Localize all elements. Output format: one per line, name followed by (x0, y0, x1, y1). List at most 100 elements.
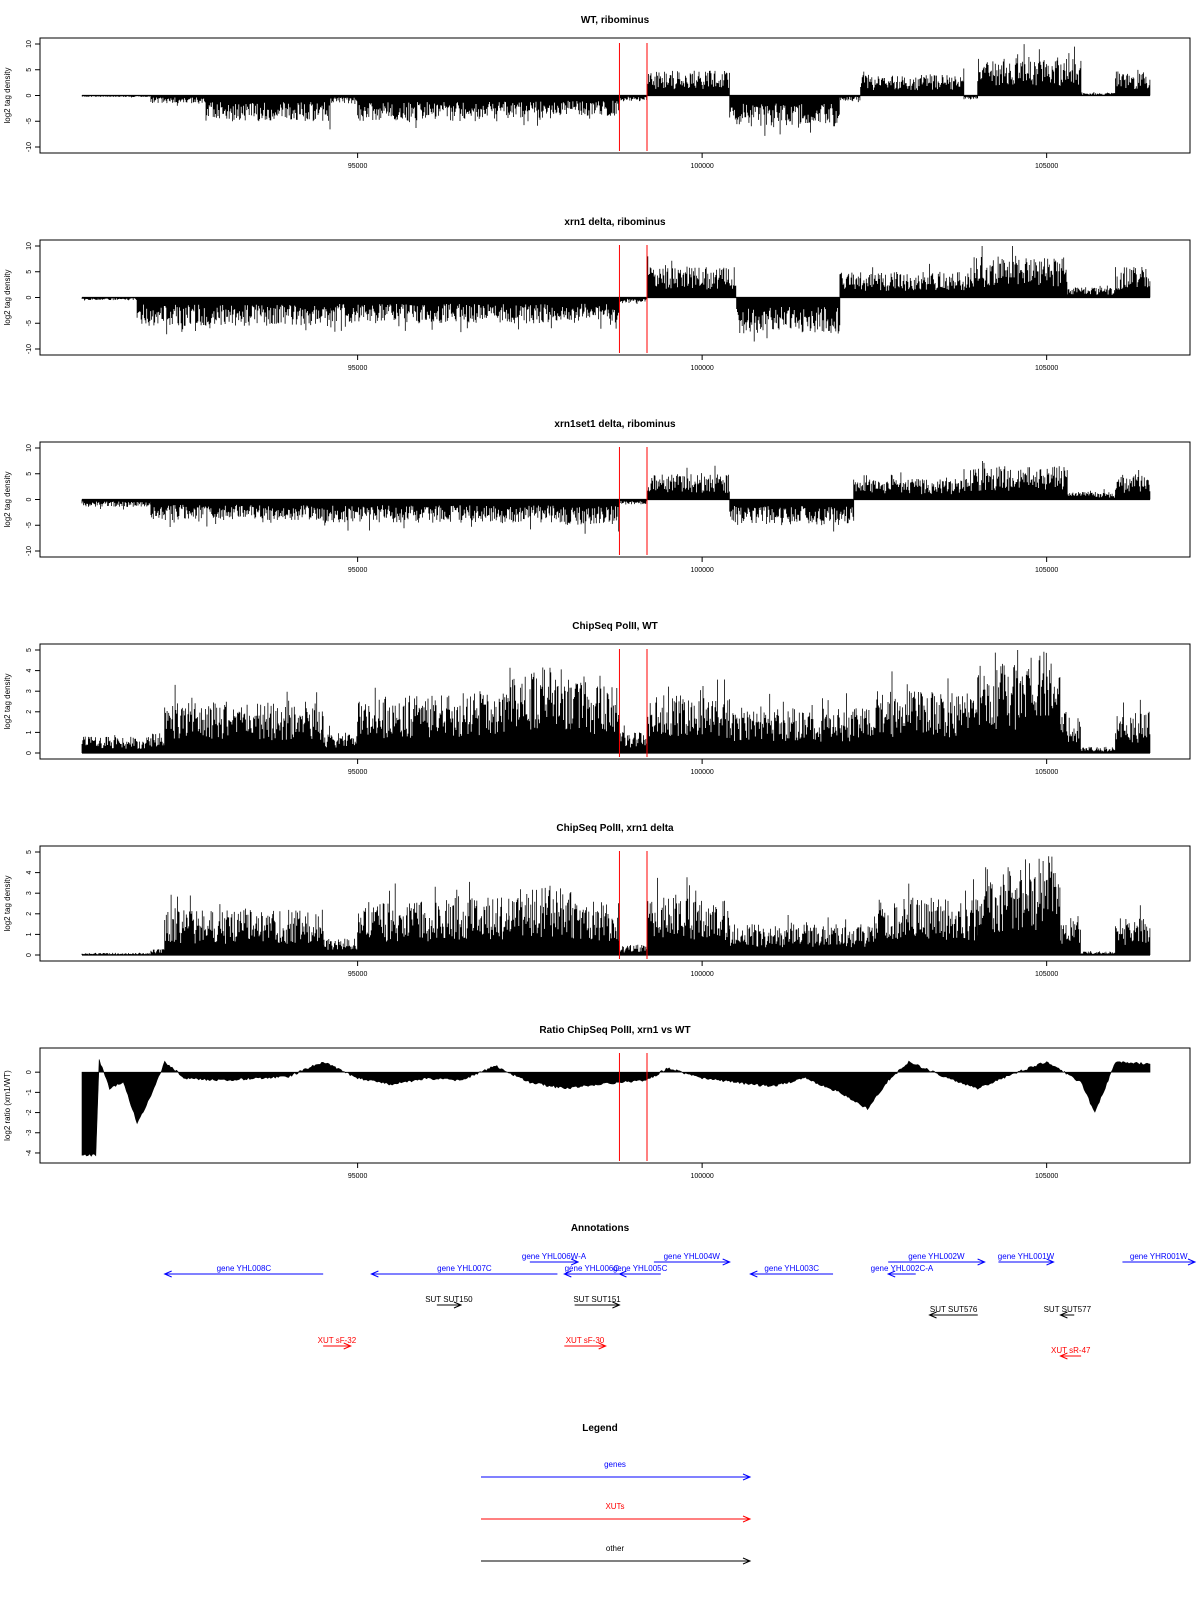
y-tick-label: 0 (26, 751, 33, 755)
feature-arrowhead (163, 1270, 172, 1278)
legend-label: other (606, 1544, 625, 1553)
annotation-feature: gene YHL005C (613, 1264, 668, 1278)
y-tick-label: 4 (26, 669, 33, 673)
legend-arrowhead (742, 1557, 752, 1565)
annotation-feature: gene YHL006W-A (522, 1252, 587, 1266)
x-tick-label: 100000 (690, 365, 713, 372)
feature-label: SUT SUT150 (425, 1295, 473, 1304)
y-tick-label: -5 (26, 522, 33, 528)
annotation-feature: SUT SUT576 (928, 1305, 978, 1319)
track-title: ChipSeq PolII, WT (572, 621, 658, 632)
y-axis-label: log2 ratio (xrn1/WT) (3, 1070, 12, 1141)
y-tick-label: 5 (26, 68, 33, 72)
x-tick-label: 95000 (348, 365, 368, 372)
track-data (81, 246, 1151, 342)
track-title: WT, ribominus (581, 15, 650, 26)
x-tick-label: 105000 (1035, 567, 1058, 574)
feature-label: gene YHL001W (998, 1252, 1055, 1261)
feature-label: gene YHL002W (908, 1252, 965, 1261)
feature-arrowhead (343, 1342, 352, 1350)
y-tick-label: 1 (26, 730, 33, 734)
density-bars (81, 461, 1151, 534)
x-tick-label: 100000 (690, 567, 713, 574)
feature-arrowhead (612, 1301, 621, 1309)
legend-arrowhead (742, 1515, 752, 1523)
track-title: xrn1 delta, ribominus (564, 217, 666, 228)
annotation-feature: gene YHL006C (563, 1264, 620, 1278)
annotations-title: Annotations (571, 1223, 630, 1234)
y-tick-label: 0 (26, 1070, 33, 1074)
y-tick-label: 0 (26, 953, 33, 957)
feature-arrowhead (1059, 1352, 1068, 1360)
track-data (81, 1059, 1151, 1157)
feature-arrowhead (1187, 1258, 1197, 1266)
annotation-feature: gene YHL003C (749, 1264, 834, 1278)
track-data (81, 44, 1151, 136)
feature-arrowhead (453, 1301, 463, 1309)
track-data (81, 650, 1151, 754)
y-tick-label: 0 (26, 497, 33, 501)
feature-arrowhead (928, 1311, 937, 1319)
y-tick-label: -2 (26, 1109, 33, 1115)
feature-arrowhead (618, 1270, 627, 1278)
annotation-feature: SUT SUT151 (573, 1295, 621, 1309)
feature-label: XUT sR-47 (1051, 1346, 1091, 1355)
y-axis-label: log2 tag density (3, 471, 12, 527)
y-tick-label: 10 (26, 444, 33, 452)
feature-label: gene YHL006C (565, 1264, 620, 1273)
track-title: ChipSeq PolII, xrn1 delta (556, 823, 674, 834)
track-title: xrn1set1 delta, ribominus (554, 419, 676, 430)
track-data (81, 461, 1151, 534)
y-axis-label: log2 tag density (3, 67, 12, 123)
y-tick-label: 10 (26, 242, 33, 250)
x-tick-label: 105000 (1035, 1173, 1058, 1180)
annotation-feature: gene YHL002W (888, 1252, 986, 1266)
feature-arrowhead (977, 1258, 986, 1266)
feature-arrowhead (722, 1258, 731, 1266)
legend-arrowhead (742, 1473, 752, 1481)
track-panel: WT, ribominus log2 tag density -10 -5 0 5 10 95… (3, 15, 1191, 170)
annotation-feature: XUT sF-32 (318, 1336, 357, 1350)
x-tick-label: 100000 (690, 769, 713, 776)
ratio-area (81, 1059, 1151, 1157)
x-tick-label: 95000 (348, 567, 368, 574)
feature-arrowhead (370, 1270, 379, 1278)
plot-frame (39, 441, 1191, 558)
feature-label: XUT sF-32 (318, 1336, 357, 1345)
x-tick-label: 105000 (1035, 365, 1058, 372)
y-tick-label: 5 (26, 472, 33, 476)
x-tick-label: 100000 (690, 971, 713, 978)
y-axis-label: log2 tag density (3, 875, 12, 931)
y-axis-label: log2 tag density (3, 673, 12, 729)
feature-arrowhead (886, 1270, 896, 1278)
feature-arrowhead (749, 1270, 758, 1278)
plot-frame (39, 37, 1191, 154)
y-tick-label: -5 (26, 320, 33, 326)
feature-label: gene YHL003C (764, 1264, 819, 1273)
x-tick-label: 100000 (690, 163, 713, 170)
feature-label: gene YHL008C (217, 1264, 272, 1273)
y-tick-label: 4 (26, 871, 33, 875)
track-panel: ChipSeq PolII, WT log2 tag density 0 1 2 3 4 5 9… (3, 621, 1191, 776)
feature-label: gene YHL005C (613, 1264, 668, 1273)
annotation-feature: gene YHR001W (1122, 1252, 1197, 1266)
feature-arrowhead (1046, 1258, 1055, 1266)
y-axis-label: log2 tag density (3, 269, 12, 325)
annotation-feature: XUT sR-47 (1051, 1346, 1091, 1360)
feature-label: SUT SUT576 (930, 1305, 978, 1314)
x-tick-label: 105000 (1035, 769, 1058, 776)
y-tick-label: 5 (26, 270, 33, 274)
track-data (81, 856, 1151, 956)
legend-title: Legend (582, 1423, 618, 1434)
y-tick-label: 1 (26, 932, 33, 936)
legend-label: XUTs (605, 1502, 624, 1511)
x-tick-label: 105000 (1035, 163, 1058, 170)
feature-arrowhead (1059, 1311, 1068, 1319)
y-tick-label: 2 (26, 710, 33, 714)
feature-arrowhead (598, 1342, 607, 1350)
y-tick-label: 3 (26, 891, 33, 895)
annotation-feature: XUT sF-30 (564, 1336, 607, 1350)
legend-entry: genes (481, 1460, 752, 1481)
